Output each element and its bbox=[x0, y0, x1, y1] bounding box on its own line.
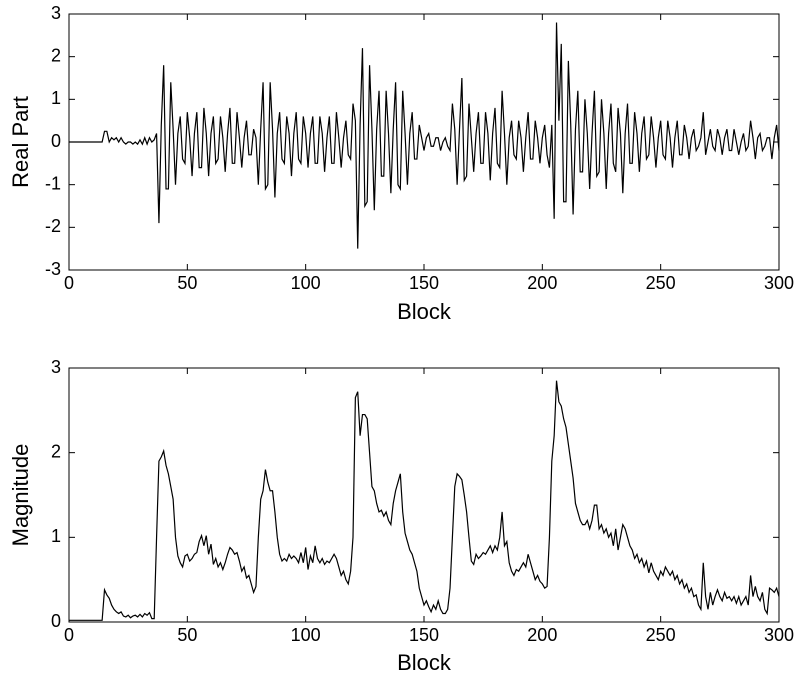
y-axis-label: Magnitude bbox=[8, 444, 33, 547]
x-tick-label: 200 bbox=[527, 273, 557, 293]
y-tick-label: 0 bbox=[51, 611, 61, 631]
y-tick-label: 1 bbox=[51, 88, 61, 108]
plot-background bbox=[69, 368, 779, 622]
data-line bbox=[69, 380, 780, 621]
y-tick-label: 2 bbox=[51, 441, 61, 461]
x-tick-label: 100 bbox=[291, 625, 321, 645]
x-tick-label: 250 bbox=[646, 625, 676, 645]
y-tick-label: 3 bbox=[51, 3, 61, 23]
y-tick-label: 1 bbox=[51, 526, 61, 546]
x-tick-label: 0 bbox=[64, 273, 74, 293]
plot-frame bbox=[68, 367, 780, 623]
x-tick-label: 50 bbox=[177, 273, 197, 293]
x-tick-label: 300 bbox=[764, 273, 794, 293]
x-axis-label: Block bbox=[397, 299, 452, 324]
x-tick-label: 50 bbox=[177, 625, 197, 645]
y-tick-label: -2 bbox=[45, 216, 61, 236]
x-tick-label: 300 bbox=[764, 625, 794, 645]
x-tick-label: 200 bbox=[527, 625, 557, 645]
y-tick-label: 3 bbox=[51, 357, 61, 377]
y-tick-label: -3 bbox=[45, 259, 61, 279]
data-line bbox=[69, 22, 780, 249]
x-tick-label: 100 bbox=[291, 273, 321, 293]
y-tick-label: 2 bbox=[51, 45, 61, 65]
y-axis-label: Real Part bbox=[8, 96, 33, 188]
x-tick-label: 150 bbox=[409, 625, 439, 645]
y-tick-label: 0 bbox=[51, 131, 61, 151]
x-tick-label: 150 bbox=[409, 273, 439, 293]
x-tick-label: 0 bbox=[64, 625, 74, 645]
x-axis-label: Block bbox=[397, 650, 452, 675]
x-tick-label: 250 bbox=[646, 273, 676, 293]
y-tick-label: -1 bbox=[45, 173, 61, 193]
plot-background bbox=[69, 14, 779, 270]
plot-frame bbox=[68, 13, 780, 271]
